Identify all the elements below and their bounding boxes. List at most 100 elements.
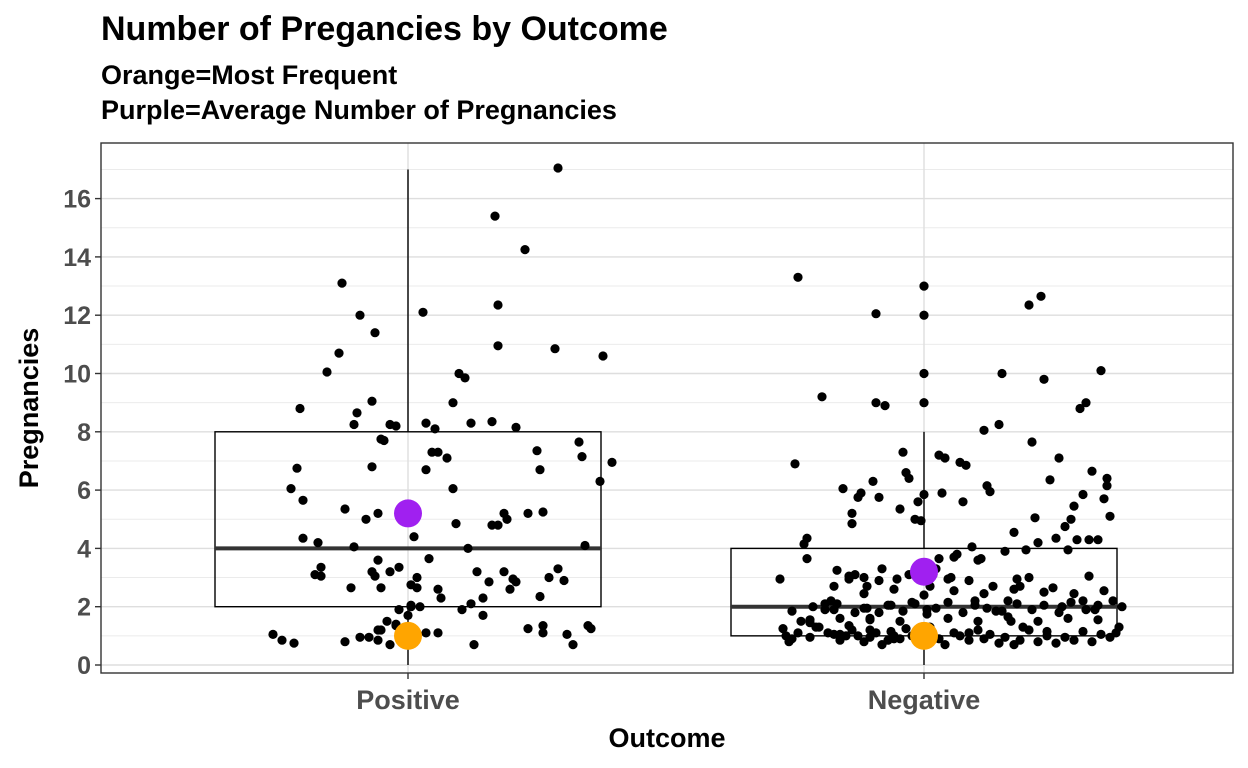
jitter-point xyxy=(958,497,968,507)
jitter-point xyxy=(1012,599,1022,609)
jitter-point xyxy=(598,351,608,361)
jitter-point xyxy=(373,508,383,518)
jitter-point xyxy=(940,640,950,650)
jitter-point xyxy=(775,574,785,584)
jitter-point xyxy=(1072,535,1082,545)
jitter-point xyxy=(898,447,908,457)
jitter-point xyxy=(778,624,788,634)
y-tick-label: 0 xyxy=(77,652,91,680)
jitter-point xyxy=(1078,596,1088,606)
jitter-point xyxy=(295,403,305,414)
jitter-point xyxy=(835,613,845,624)
x-tick-label-negative: Negative xyxy=(868,685,981,715)
jitter-point xyxy=(559,575,569,586)
jitter-point xyxy=(817,392,827,402)
jitter-point xyxy=(868,476,878,486)
jitter-point xyxy=(871,628,881,638)
jitter-point xyxy=(376,583,386,593)
jitter-point xyxy=(385,640,395,650)
mean-point-negative xyxy=(910,557,938,586)
jitter-point xyxy=(958,607,968,618)
jitter-point xyxy=(979,589,989,599)
jitter-point xyxy=(874,492,884,502)
jitter-point xyxy=(871,309,881,319)
jitter-point xyxy=(862,603,872,613)
jitter-point xyxy=(790,459,800,469)
jitter-point xyxy=(895,616,905,626)
jitter-point xyxy=(424,554,434,564)
jitter-point xyxy=(523,508,533,518)
jitter-point xyxy=(553,163,563,173)
jitter-points xyxy=(268,163,1127,650)
jitter-point xyxy=(418,307,428,317)
jitter-point xyxy=(946,572,956,583)
jitter-point xyxy=(289,638,299,648)
jitter-point xyxy=(403,610,413,621)
jitter-point xyxy=(841,631,851,641)
jitter-point xyxy=(1084,535,1094,545)
jitter-point xyxy=(421,465,431,475)
jitter-point xyxy=(1039,587,1049,597)
jitter-point xyxy=(838,484,848,494)
jitter-point xyxy=(859,572,869,583)
y-tick-label: 12 xyxy=(63,302,91,330)
jitter-point xyxy=(460,373,470,383)
jitter-point xyxy=(943,597,953,607)
jitter-point xyxy=(1048,583,1058,593)
jitter-point xyxy=(961,460,971,470)
gridlines xyxy=(101,143,1233,673)
jitter-point xyxy=(865,615,875,625)
y-tick-label: 10 xyxy=(63,361,91,389)
jitter-point xyxy=(985,629,995,640)
jitter-point xyxy=(1063,613,1073,624)
jitter-point xyxy=(967,542,977,552)
jitter-point xyxy=(931,603,941,613)
y-tick-label: 16 xyxy=(63,186,91,214)
jitter-point xyxy=(382,616,392,626)
jitter-point xyxy=(1033,637,1043,647)
y-tick-label: 14 xyxy=(63,244,91,272)
jitter-point xyxy=(484,577,494,587)
jitter-point xyxy=(1066,597,1076,607)
jitter-point xyxy=(1075,403,1085,414)
jitter-point xyxy=(805,632,815,642)
summary-points xyxy=(394,499,938,650)
jitter-point xyxy=(1114,622,1124,632)
mean-point-positive xyxy=(394,499,422,528)
jitter-point xyxy=(550,344,560,354)
jitter-point xyxy=(406,600,416,610)
jitter-point xyxy=(349,542,359,552)
jitter-point xyxy=(955,631,965,641)
chart-title: Number of Pregancies by Outcome xyxy=(101,10,668,48)
jitter-point xyxy=(1069,589,1079,599)
jitter-point xyxy=(934,554,944,564)
jitter-point xyxy=(844,571,854,581)
jitter-point xyxy=(895,504,905,514)
mode-point-negative xyxy=(910,621,938,650)
jitter-point xyxy=(1003,596,1013,606)
jitter-point xyxy=(793,272,803,282)
jitter-point xyxy=(352,408,362,418)
jitter-point xyxy=(1009,584,1019,594)
jitter-point xyxy=(913,497,923,507)
jitter-point xyxy=(1033,538,1043,548)
jitter-point xyxy=(916,516,926,526)
jitter-point xyxy=(1003,612,1013,622)
jitter-point xyxy=(1024,572,1034,583)
jitter-point xyxy=(919,398,929,408)
jitter-point xyxy=(1117,602,1127,612)
jitter-point xyxy=(277,635,287,645)
jitter-point xyxy=(586,624,596,634)
jitter-point xyxy=(1081,605,1091,615)
jitter-point xyxy=(1054,607,1064,618)
jitter-point xyxy=(802,533,812,543)
mode-point-positive xyxy=(394,621,422,650)
jitter-point xyxy=(316,571,326,581)
jitter-point xyxy=(919,310,929,320)
jitter-point xyxy=(535,591,545,602)
chart-subtitle-line-2: Purple=Average Number of Pregnancies xyxy=(101,95,617,125)
jitter-point xyxy=(457,605,467,615)
jitter-point xyxy=(466,418,476,428)
jitter-point xyxy=(316,562,326,572)
jitter-point xyxy=(829,581,839,591)
